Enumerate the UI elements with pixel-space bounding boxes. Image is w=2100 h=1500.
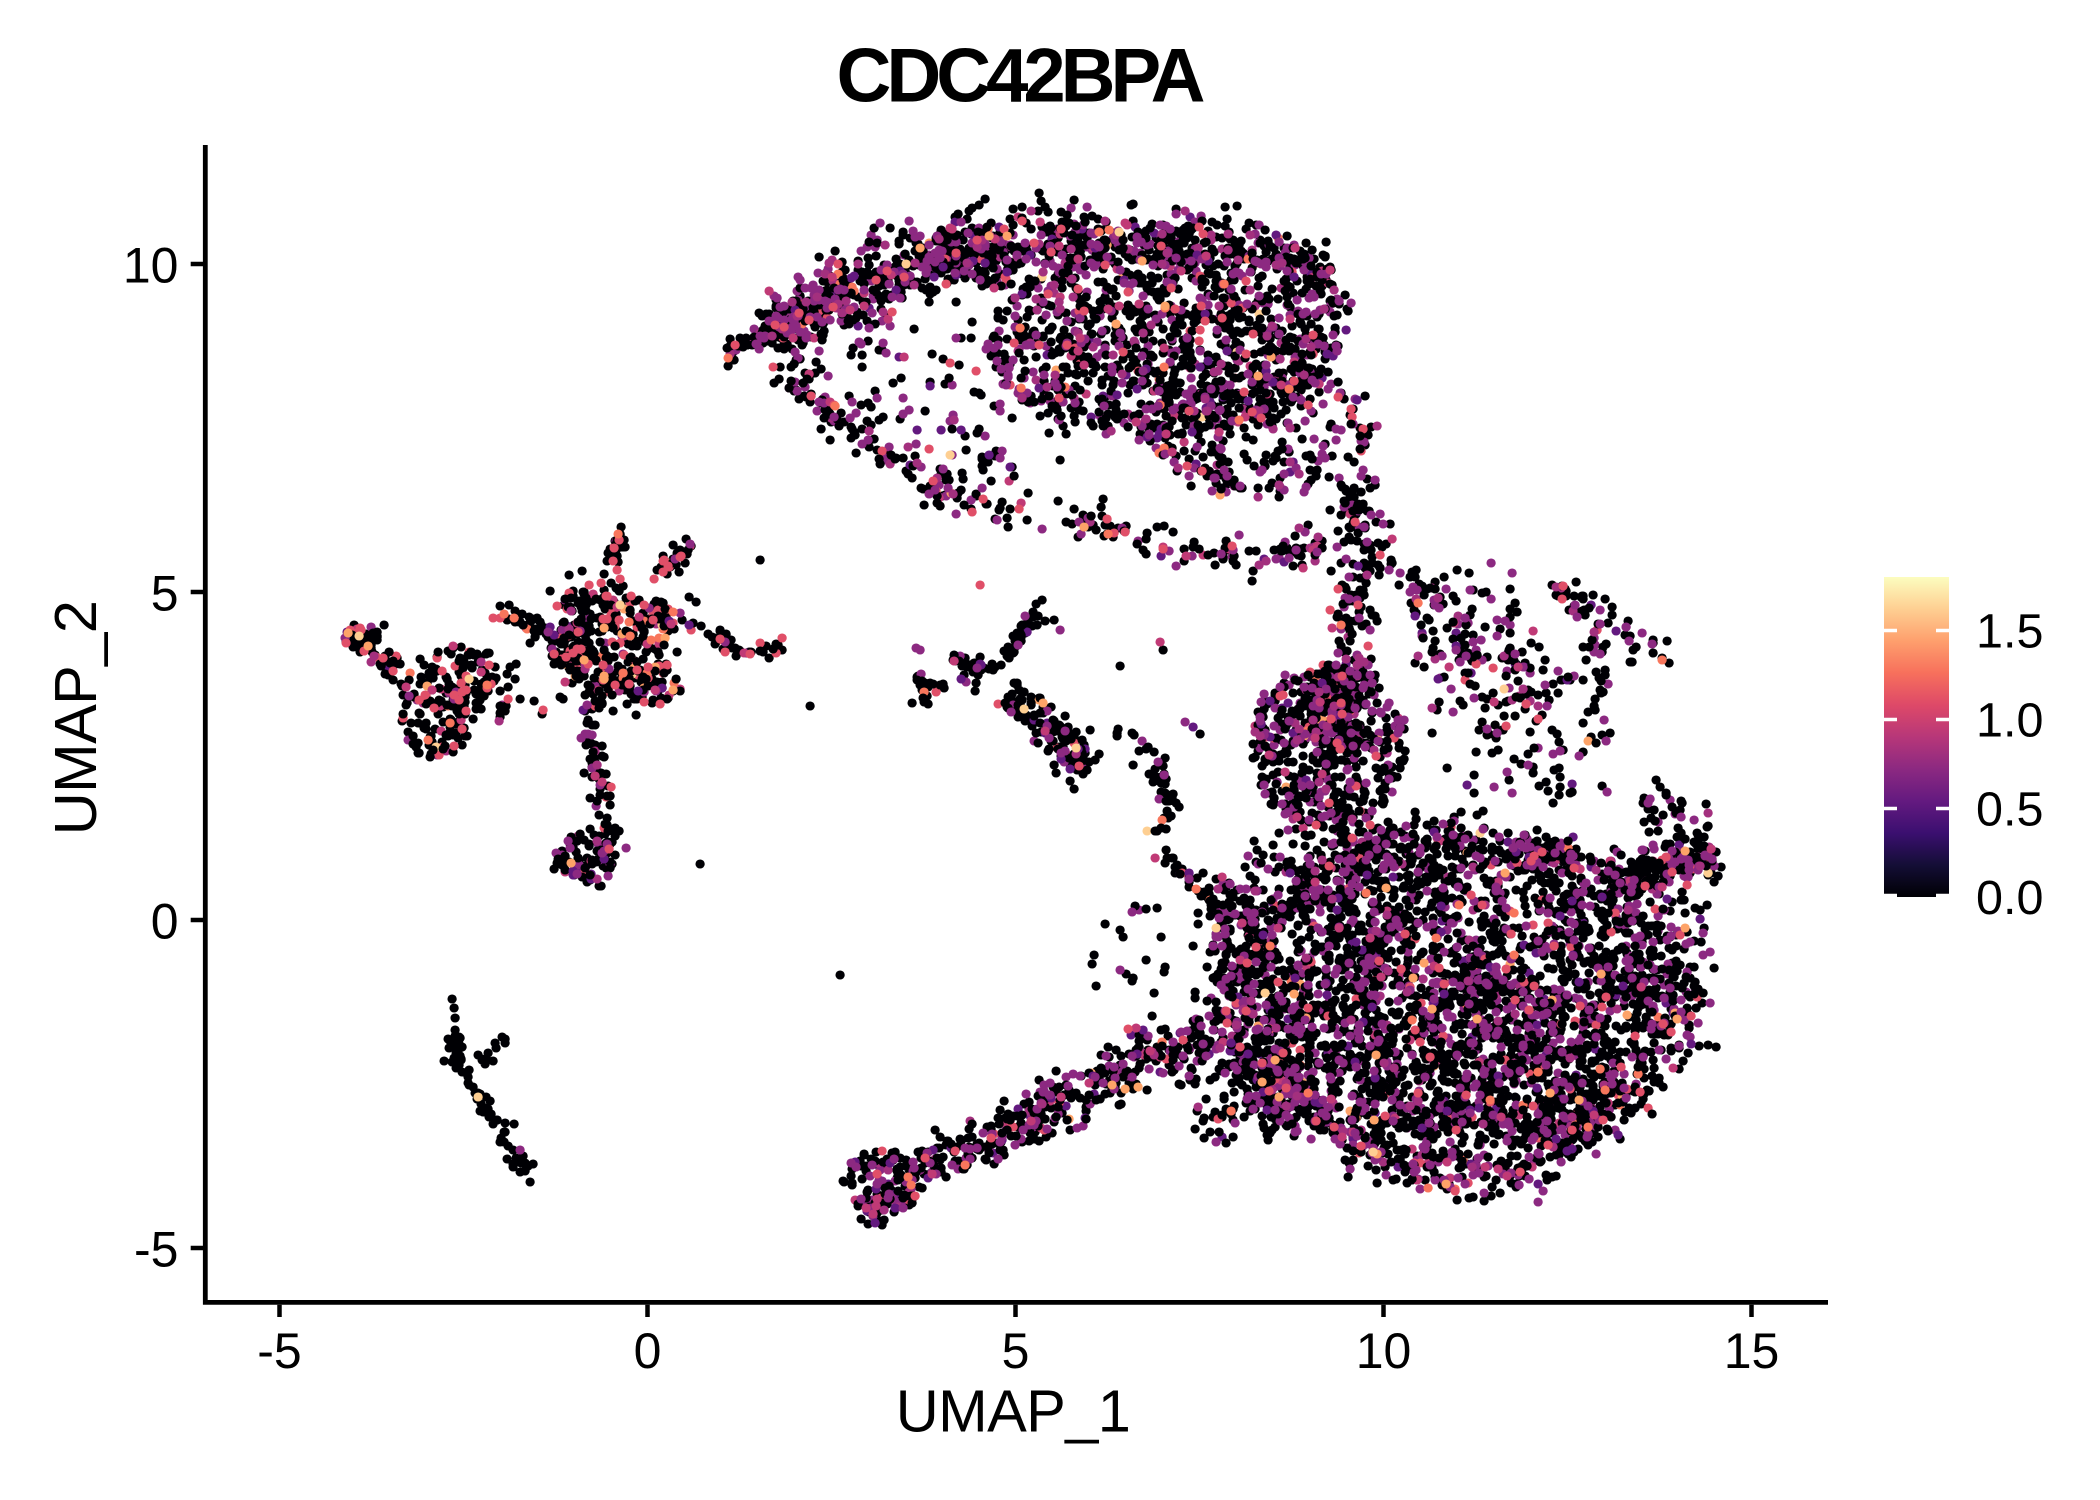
svg-text:5: 5 <box>151 565 179 621</box>
svg-text:10: 10 <box>1356 1323 1412 1379</box>
svg-text:-5: -5 <box>257 1323 301 1379</box>
svg-text:10: 10 <box>123 237 179 293</box>
svg-text:-5: -5 <box>134 1221 178 1277</box>
svg-text:0: 0 <box>634 1323 662 1379</box>
svg-text:0.5: 0.5 <box>1976 783 2043 837</box>
svg-text:1.5: 1.5 <box>1976 605 2043 659</box>
svg-text:UMAP_1: UMAP_1 <box>896 1378 1131 1445</box>
svg-text:0: 0 <box>151 893 179 949</box>
svg-text:1.0: 1.0 <box>1976 694 2043 748</box>
svg-text:CDC42BPA: CDC42BPA <box>836 34 1203 119</box>
svg-text:UMAP_2: UMAP_2 <box>42 601 109 836</box>
svg-text:0.0: 0.0 <box>1976 871 2043 925</box>
svg-text:15: 15 <box>1724 1323 1780 1379</box>
svg-text:5: 5 <box>1002 1323 1030 1379</box>
